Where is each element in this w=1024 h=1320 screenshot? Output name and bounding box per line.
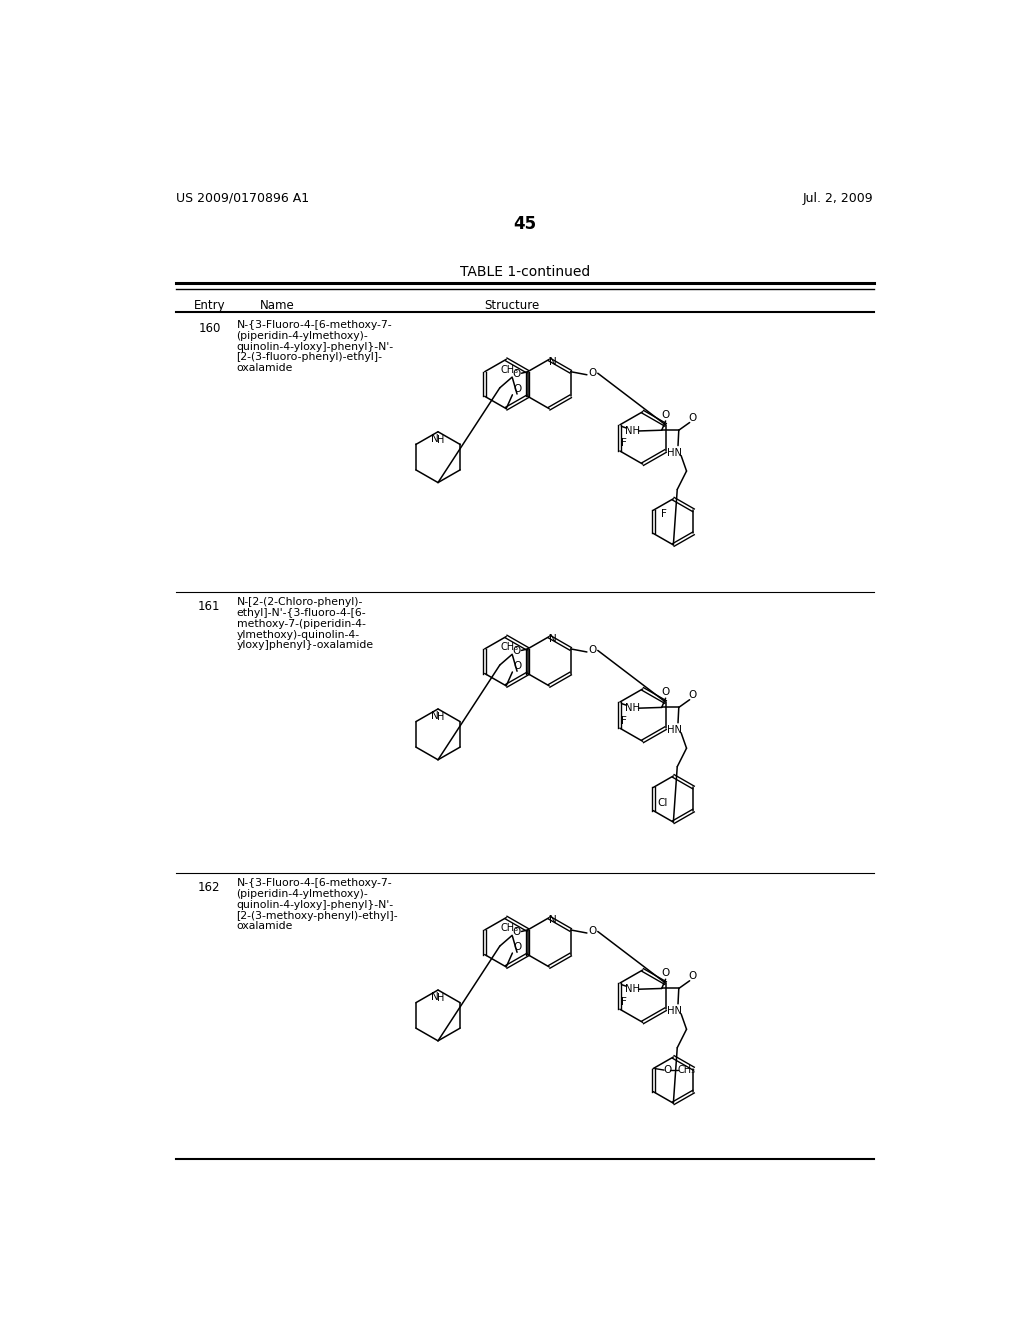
Text: 160: 160 — [199, 322, 220, 335]
Text: oxalamide: oxalamide — [237, 363, 293, 374]
Text: N: N — [549, 634, 557, 644]
Text: N: N — [549, 356, 557, 367]
Text: N: N — [431, 991, 438, 1002]
Text: 161: 161 — [198, 599, 220, 612]
Text: [2-(3-methoxy-phenyl)-ethyl]-: [2-(3-methoxy-phenyl)-ethyl]- — [237, 911, 398, 920]
Text: O: O — [662, 968, 670, 978]
Text: O: O — [664, 1065, 672, 1074]
Text: F: F — [621, 715, 627, 726]
Text: (piperidin-4-ylmethoxy)-: (piperidin-4-ylmethoxy)- — [237, 331, 369, 341]
Text: N: N — [431, 434, 438, 444]
Text: H: H — [437, 994, 444, 1003]
Text: O: O — [513, 647, 521, 656]
Text: NH: NH — [625, 704, 640, 713]
Text: TABLE 1-continued: TABLE 1-continued — [460, 265, 590, 280]
Text: F: F — [621, 438, 627, 449]
Text: O: O — [588, 645, 596, 656]
Text: F: F — [621, 997, 627, 1007]
Text: O: O — [662, 686, 670, 697]
Text: NH: NH — [625, 426, 640, 436]
Text: O: O — [588, 927, 596, 936]
Text: CH₃: CH₃ — [678, 1065, 695, 1074]
Text: CH₃: CH₃ — [501, 366, 518, 375]
Text: O: O — [513, 370, 521, 379]
Text: quinolin-4-yloxy]-phenyl}-N'-: quinolin-4-yloxy]-phenyl}-N'- — [237, 900, 393, 909]
Text: oxalamide: oxalamide — [237, 921, 293, 932]
Text: N-{3-Fluoro-4-[6-methoxy-7-: N-{3-Fluoro-4-[6-methoxy-7- — [237, 878, 392, 888]
Text: Structure: Structure — [484, 300, 540, 313]
Text: HN: HN — [668, 1006, 682, 1016]
Text: NH: NH — [625, 985, 640, 994]
Text: O: O — [513, 661, 521, 671]
Text: Name: Name — [260, 300, 295, 313]
Text: 45: 45 — [513, 215, 537, 232]
Text: F: F — [662, 510, 667, 519]
Text: US 2009/0170896 A1: US 2009/0170896 A1 — [176, 191, 309, 205]
Text: HN: HN — [668, 447, 682, 458]
Text: Entry: Entry — [194, 300, 225, 313]
Text: ylmethoxy)-quinolin-4-: ylmethoxy)-quinolin-4- — [237, 630, 359, 640]
Text: O: O — [688, 413, 697, 422]
Text: [2-(3-fluoro-phenyl)-ethyl]-: [2-(3-fluoro-phenyl)-ethyl]- — [237, 352, 383, 363]
Text: CH₃: CH₃ — [501, 924, 518, 933]
Text: O: O — [662, 409, 670, 420]
Text: N: N — [549, 915, 557, 925]
Text: yloxy]phenyl}-oxalamide: yloxy]phenyl}-oxalamide — [237, 640, 374, 651]
Text: Jul. 2, 2009: Jul. 2, 2009 — [803, 191, 873, 205]
Text: O: O — [688, 690, 697, 700]
Text: Cl: Cl — [657, 797, 668, 808]
Text: H: H — [437, 713, 444, 722]
Text: N-[2-(2-Chloro-phenyl)-: N-[2-(2-Chloro-phenyl)- — [237, 597, 362, 607]
Text: N-{3-Fluoro-4-[6-methoxy-7-: N-{3-Fluoro-4-[6-methoxy-7- — [237, 321, 392, 330]
Text: CH₃: CH₃ — [501, 643, 518, 652]
Text: N: N — [431, 711, 438, 721]
Text: 162: 162 — [198, 880, 220, 894]
Text: O: O — [588, 368, 596, 379]
Text: HN: HN — [668, 725, 682, 735]
Text: quinolin-4-yloxy]-phenyl}-N'-: quinolin-4-yloxy]-phenyl}-N'- — [237, 342, 393, 351]
Text: ethyl]-N'-{3-fluoro-4-[6-: ethyl]-N'-{3-fluoro-4-[6- — [237, 609, 367, 618]
Text: methoxy-7-(piperidin-4-: methoxy-7-(piperidin-4- — [237, 619, 366, 628]
Text: O: O — [688, 972, 697, 981]
Text: O: O — [513, 927, 521, 937]
Text: O: O — [513, 384, 521, 393]
Text: (piperidin-4-ylmethoxy)-: (piperidin-4-ylmethoxy)- — [237, 890, 369, 899]
Text: O: O — [513, 942, 521, 952]
Text: H: H — [437, 436, 444, 445]
